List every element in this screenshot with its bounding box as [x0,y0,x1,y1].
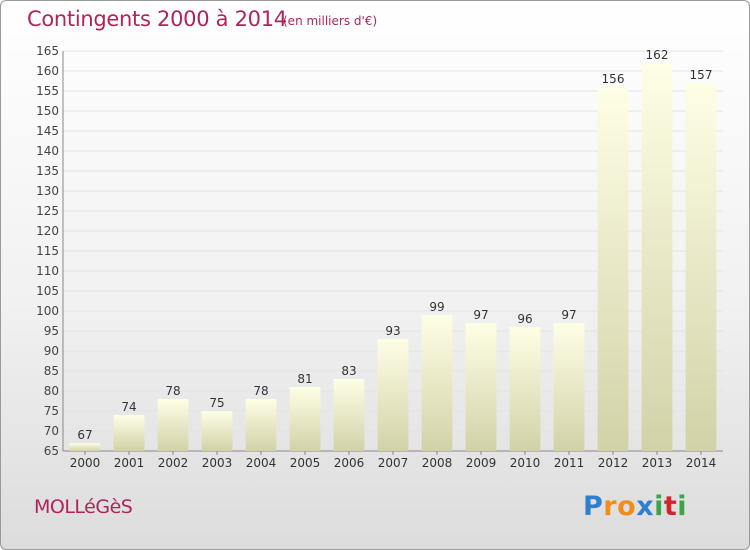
bar-2013 [641,63,673,451]
logo-letter: r [603,491,618,522]
bar-2010 [509,327,541,451]
y-tick-label: 95 [44,324,59,338]
bar-2011 [553,323,585,451]
x-tick-label-2013: 2013 [642,456,673,470]
logo-letter: i [677,491,688,522]
bar-2002 [157,399,189,451]
y-tick-label: 140 [36,144,59,158]
y-tick-label: 125 [36,204,59,218]
chart-unit: (en milliers d'€) [283,14,378,28]
bar-2006 [333,379,365,451]
y-tick-label: 70 [44,424,59,438]
data-label-2014: 157 [690,68,713,82]
x-tick-label-2012: 2012 [598,456,629,470]
data-label-2003: 75 [209,396,224,410]
x-tick-label-2005: 2005 [290,456,321,470]
x-tick-label-2014: 2014 [686,456,717,470]
data-label-2004: 78 [253,384,268,398]
x-tick-label-2003: 2003 [202,456,233,470]
x-tick-label-2009: 2009 [466,456,497,470]
y-tick-label: 120 [36,224,59,238]
y-tick-label: 160 [36,64,59,78]
proxiti-logo: Proxiti [583,491,687,522]
x-tick-label-2002: 2002 [158,456,189,470]
y-tick-label: 110 [36,264,59,278]
x-tick-label-2001: 2001 [114,456,145,470]
bar-2012 [597,87,629,451]
y-tick-label: 75 [44,404,59,418]
x-tick-label-2011: 2011 [554,456,585,470]
bar-2008 [421,315,453,451]
bar-2004 [245,399,277,451]
y-tick-label: 85 [44,364,59,378]
bar-2007 [377,339,409,451]
logo-letter: x [636,491,655,522]
data-label-2007: 93 [385,324,400,338]
y-tick-label: 135 [36,164,59,178]
x-tick-label-2010: 2010 [510,456,541,470]
data-label-2002: 78 [165,384,180,398]
bar-2014 [685,83,717,451]
x-tick-label-2000: 2000 [70,456,101,470]
bar-2001 [113,415,145,451]
bar-2009 [465,323,497,451]
logo-letter: P [583,491,604,522]
y-tick-label: 105 [36,284,59,298]
bar-2005 [289,387,321,451]
y-tick-label: 100 [36,304,59,318]
x-tick-label-2006: 2006 [334,456,365,470]
commune-name: MOLLéGèS [34,496,133,518]
data-label-2010: 96 [517,312,532,326]
y-tick-label: 150 [36,104,59,118]
y-tick-label: 145 [36,124,59,138]
data-label-2005: 81 [297,372,312,386]
y-tick-label: 165 [36,44,59,58]
data-label-2012: 156 [602,72,625,86]
x-tick-label-2004: 2004 [246,456,277,470]
bar-2003 [201,411,233,451]
logo-letter: o [617,491,637,522]
data-label-2013: 162 [646,48,669,62]
chart-title: Contingents 2000 à 2014 [27,7,287,31]
data-label-2009: 97 [473,308,488,322]
data-label-2001: 74 [121,400,136,414]
y-tick-label: 130 [36,184,59,198]
y-tick-label: 90 [44,344,59,358]
y-tick-label: 65 [44,444,59,458]
logo-letter: t [663,491,678,522]
logo-letter: i [654,491,664,522]
data-label-2000: 67 [77,428,92,442]
data-label-2011: 97 [561,308,576,322]
y-tick-label: 115 [36,244,59,258]
y-tick-label: 80 [44,384,59,398]
data-label-2006: 83 [341,364,356,378]
data-label-2008: 99 [429,300,444,314]
bar-2000 [69,443,101,451]
x-tick-label-2007: 2007 [378,456,409,470]
x-tick-label-2008: 2008 [422,456,453,470]
y-tick-label: 155 [36,84,59,98]
